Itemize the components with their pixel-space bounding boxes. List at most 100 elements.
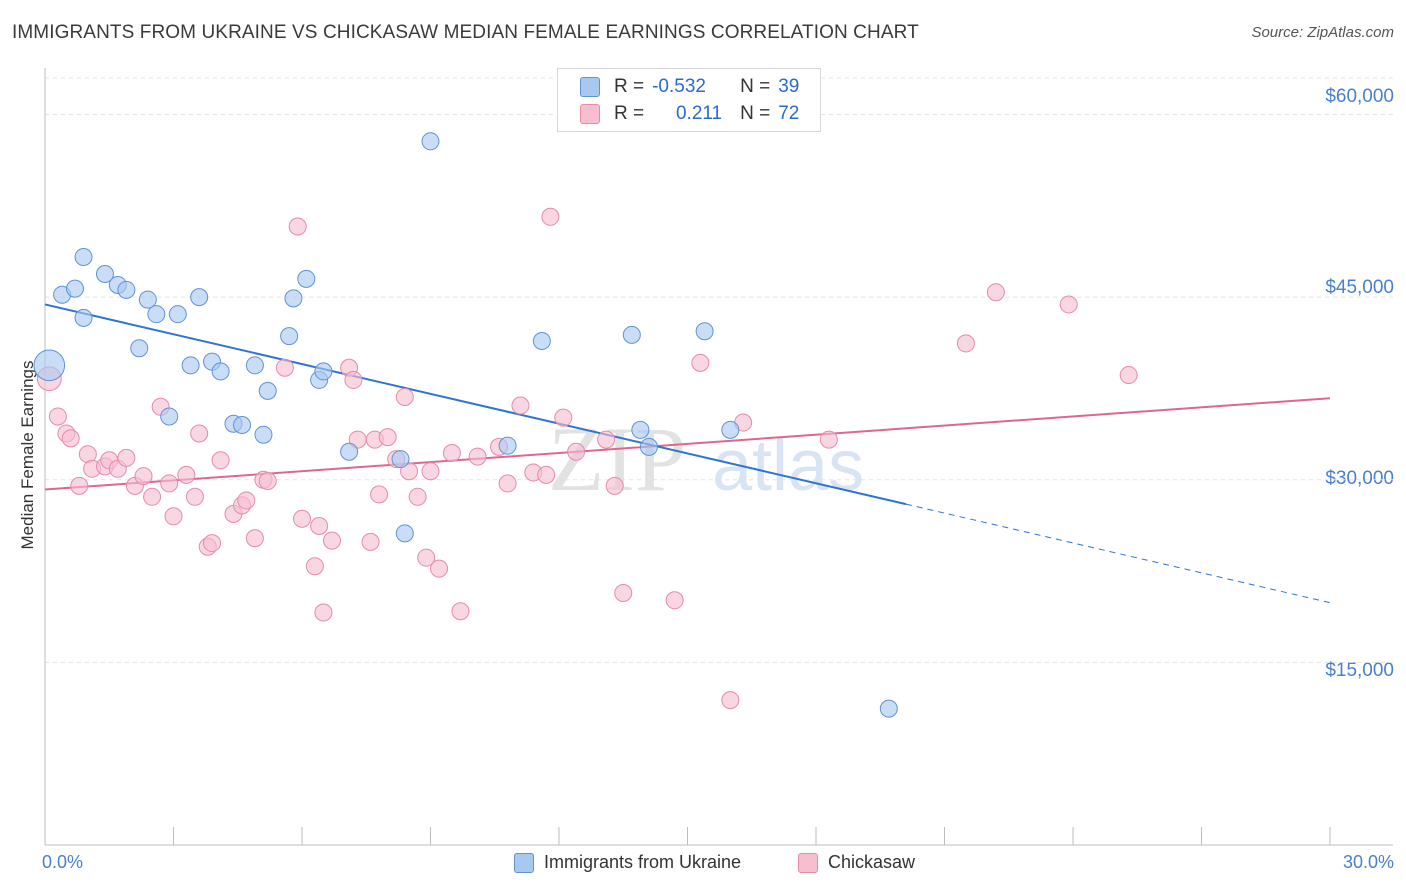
- data-point-chickasaw: [293, 509, 311, 528]
- data-point-ukraine: [297, 269, 316, 288]
- data-point-chickasaw: [395, 387, 414, 406]
- data-point-ukraine: [639, 437, 658, 456]
- data-point-chickasaw: [314, 603, 333, 622]
- data-point-chickasaw: [614, 583, 633, 602]
- trend-line-chickasaw: [44, 397, 1331, 491]
- data-point-ukraine: [190, 288, 209, 307]
- data-point-ukraine: [117, 280, 136, 299]
- data-point-chickasaw: [1059, 295, 1078, 314]
- legend-label-ukraine: Immigrants from Ukraine: [544, 852, 742, 872]
- data-point-chickasaw: [61, 429, 80, 448]
- data-point-ukraine: [695, 322, 714, 341]
- data-point-chickasaw: [986, 283, 1005, 302]
- data-point-ukraine: [74, 308, 93, 327]
- data-point-chickasaw: [430, 559, 449, 578]
- n-value-chickasaw: 72: [778, 103, 800, 124]
- data-point-chickasaw: [554, 408, 573, 427]
- r-value-ukraine: -0.532: [652, 76, 706, 97]
- data-point-ukraine: [95, 265, 114, 284]
- legend-row-chickasaw: R = 0.211 N = 72: [580, 102, 799, 126]
- data-point-chickasaw: [1119, 366, 1138, 385]
- r-value-chickasaw: 0.211: [675, 103, 723, 124]
- data-point-ukraine: [168, 305, 187, 324]
- axes: [44, 68, 1393, 846]
- watermark: ZIP atlas: [548, 408, 864, 510]
- data-point-chickasaw: [164, 507, 183, 526]
- data-point-ukraine: [245, 356, 264, 375]
- data-point-ukraine: [181, 356, 200, 375]
- series-chickasaw: [36, 207, 1138, 710]
- data-point-ukraine: [532, 331, 551, 350]
- watermark-atlas: atlas: [712, 426, 864, 506]
- data-point-chickasaw: [245, 529, 264, 548]
- data-point-chickasaw: [344, 370, 363, 389]
- data-point-ukraine: [254, 425, 273, 444]
- r-label: R =: [614, 76, 645, 97]
- data-point-chickasaw: [417, 548, 436, 567]
- legend-swatch-ukraine: [580, 77, 600, 97]
- y-tick-label-45000: $45,000: [1325, 277, 1394, 298]
- data-point-chickasaw: [537, 465, 556, 484]
- data-point-chickasaw: [288, 217, 307, 236]
- gridlines: [45, 77, 1393, 663]
- data-point-chickasaw: [237, 491, 256, 510]
- y-tick-label-15000: $15,000: [1325, 660, 1394, 681]
- data-point-ukraine: [498, 436, 517, 455]
- chart-title: IMMIGRANTS FROM UKRAINE VS CHICKASAW MED…: [12, 22, 919, 43]
- data-point-chickasaw: [691, 353, 710, 372]
- n-label: N =: [740, 76, 771, 97]
- legend-label-chickasaw: Chickasaw: [828, 852, 916, 872]
- data-point-chickasaw: [203, 534, 222, 553]
- data-point-chickasaw: [134, 467, 153, 486]
- data-point-chickasaw: [498, 474, 517, 493]
- data-point-ukraine: [622, 325, 641, 344]
- data-point-chickasaw: [258, 471, 277, 490]
- data-point-chickasaw: [160, 474, 179, 493]
- r-label: R =: [614, 103, 645, 124]
- data-point-ukraine: [130, 339, 149, 358]
- data-point-chickasaw: [567, 442, 586, 461]
- data-point-chickasaw: [322, 531, 341, 550]
- data-point-chickasaw: [190, 424, 209, 443]
- data-point-ukraine: [721, 420, 740, 439]
- trend-line-ukraine: [44, 303, 907, 506]
- data-point-chickasaw: [378, 428, 397, 447]
- data-point-ukraine: [138, 290, 157, 309]
- data-point-ukraine: [879, 699, 898, 718]
- data-point-chickasaw: [819, 430, 838, 449]
- data-point-chickasaw: [305, 557, 324, 576]
- correlation-legend: R = -0.532 N = 39 R = 0.211 N = 72: [557, 68, 821, 132]
- data-point-ukraine: [280, 327, 299, 346]
- data-point-chickasaw: [541, 207, 560, 226]
- data-point-chickasaw: [421, 462, 440, 481]
- data-point-chickasaw: [310, 517, 329, 536]
- data-point-ukraine: [211, 362, 230, 381]
- legend-item-ukraine: Immigrants from Ukraine: [514, 852, 741, 873]
- data-point-chickasaw: [451, 602, 470, 621]
- n-label: N =: [740, 103, 771, 124]
- data-point-chickasaw: [48, 407, 67, 426]
- data-point-ukraine: [160, 407, 179, 426]
- x-tick-label-min: 0.0%: [42, 852, 84, 872]
- data-point-chickasaw: [143, 487, 162, 506]
- legend-swatch-ukraine: [514, 852, 534, 873]
- series-ukraine: [33, 132, 898, 718]
- data-point-chickasaw: [370, 485, 389, 504]
- source-label: Source: ZipAtlas.com: [1251, 24, 1394, 41]
- data-point-chickasaw: [400, 462, 419, 481]
- legend-item-chickasaw: Chickasaw: [798, 852, 915, 873]
- legend-row-ukraine: R = -0.532 N = 39: [580, 75, 799, 99]
- data-point-ukraine: [147, 305, 166, 324]
- data-point-ukraine: [391, 450, 410, 469]
- legend-swatch-chickasaw: [580, 104, 600, 124]
- data-point-ukraine: [284, 289, 303, 308]
- trend-lines: [44, 303, 1331, 604]
- trend-line-ukraine-extension: [905, 503, 1331, 604]
- data-point-chickasaw: [275, 358, 294, 377]
- data-point-ukraine: [395, 524, 414, 543]
- n-value-ukraine: 39: [778, 76, 800, 97]
- data-point-chickasaw: [408, 487, 427, 506]
- data-point-ukraine: [258, 381, 277, 400]
- data-point-chickasaw: [721, 691, 740, 710]
